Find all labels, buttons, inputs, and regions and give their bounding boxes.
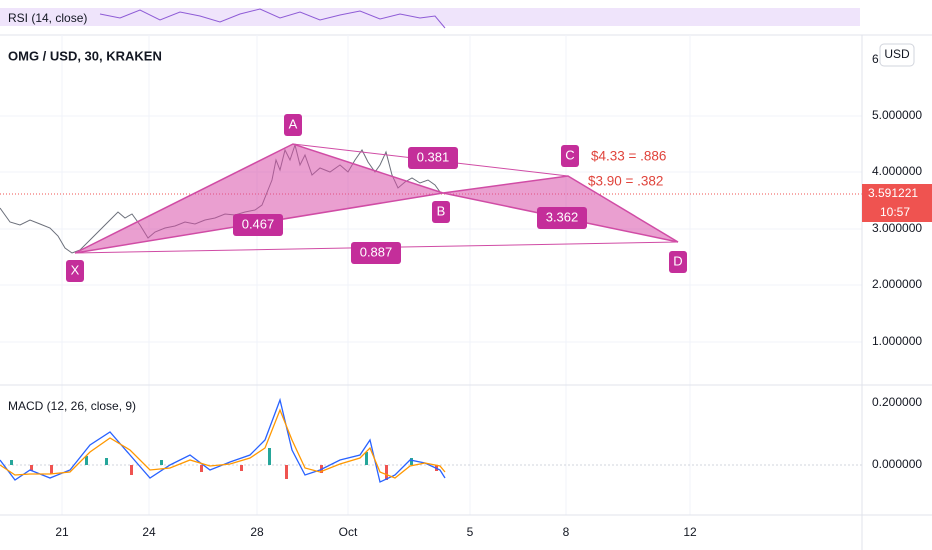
price-tick: 3.000000 <box>872 221 922 235</box>
signal-line <box>0 408 446 479</box>
time-tick: 8 <box>563 525 570 539</box>
current-price: 3.591221 <box>868 186 918 200</box>
price-tick: 1.000000 <box>872 334 922 348</box>
grid <box>0 35 862 515</box>
macd-tick: 0.000000 <box>872 457 922 471</box>
price-tick: 4.000000 <box>872 164 922 178</box>
point-label: A <box>289 116 298 131</box>
time-axis: 21 24 28 Oct 5 8 12 <box>55 525 697 539</box>
price-badge <box>862 184 932 204</box>
macd-title: MACD (12, 26, close, 9) <box>8 399 136 413</box>
currency-button[interactable] <box>879 43 915 67</box>
time-tick: 5 <box>467 525 474 539</box>
rsi-line <box>99 8 446 29</box>
ratio-label: 0.467 <box>242 216 275 231</box>
rsi-title: RSI (14, close) <box>8 11 87 25</box>
time-tick: 24 <box>142 525 156 539</box>
symbol-title: OMG / USD, 30, KRAKEN <box>8 48 162 63</box>
annotation: $4.33 = .886 <box>591 149 666 164</box>
time-tick: 21 <box>55 525 69 539</box>
ratio-label: 0.887 <box>360 244 393 259</box>
point-label: C <box>565 147 574 162</box>
currency-label: USD <box>884 47 910 61</box>
time-tick: 28 <box>250 525 264 539</box>
macd-line <box>0 397 446 483</box>
annotation: $3.90 = .382 <box>588 174 663 189</box>
ratio-label: 3.362 <box>546 209 579 224</box>
countdown-badge <box>862 204 932 222</box>
point-label: D <box>673 253 682 268</box>
macd-tick: 0.200000 <box>872 395 922 409</box>
time-tick: 12 <box>683 525 697 539</box>
price-tick: 2.000000 <box>872 277 922 291</box>
pattern-labels: X A B C D 0.381 0.467 3.362 0.887 <box>66 114 687 282</box>
harmonic-pattern <box>74 143 679 254</box>
countdown: 10:57 <box>880 205 910 219</box>
price-tick: 6. <box>872 52 882 66</box>
time-tick: Oct <box>339 525 358 539</box>
point-label: X <box>71 262 80 277</box>
price-tick: 5.000000 <box>872 108 922 122</box>
ratio-label: 0.381 <box>417 149 450 164</box>
point-label: B <box>437 203 446 218</box>
